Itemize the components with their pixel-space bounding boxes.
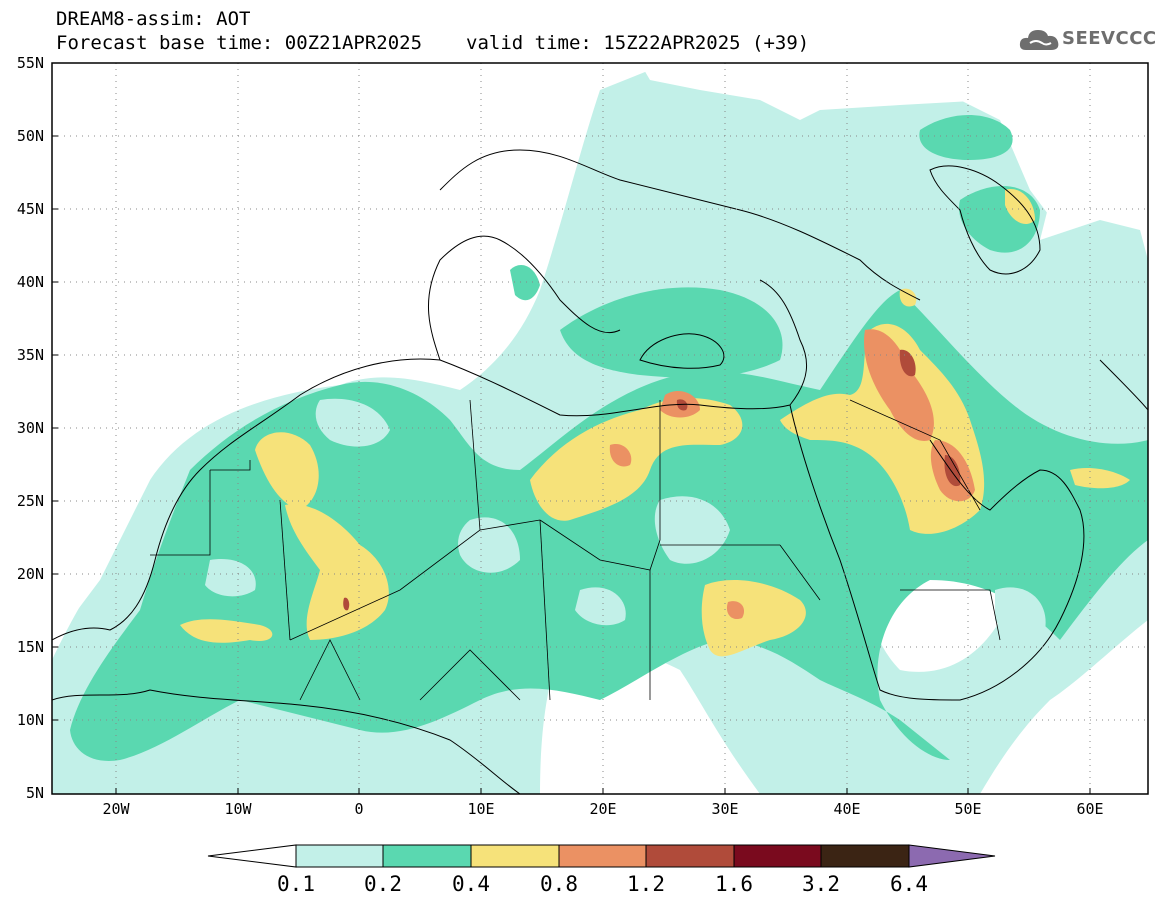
colorbar-label: 3.2 xyxy=(802,872,840,896)
lat-label: 40N xyxy=(16,273,44,291)
lon-label: 0 xyxy=(354,800,364,818)
lat-label: 35N xyxy=(16,346,44,364)
coastlines xyxy=(52,149,1148,794)
colorbar-label: 0.1 xyxy=(277,872,315,896)
lon-label: 10W xyxy=(224,800,252,818)
colorbar-bin-6 xyxy=(733,844,822,868)
lon-label: 50E xyxy=(954,800,982,818)
aot-inner-light xyxy=(205,398,1046,636)
lat-label: 20N xyxy=(16,565,44,583)
colorbar-label: 1.6 xyxy=(715,872,753,896)
colorbar-label: 0.4 xyxy=(452,872,490,896)
base-time: Forecast base time: 00Z21APR2025 xyxy=(56,32,423,54)
colorbar-bin-7 xyxy=(820,844,910,868)
logo-text: SEEVCCC xyxy=(1062,28,1157,49)
colorbar-bin-1 xyxy=(295,844,384,868)
lon-label: 60E xyxy=(1076,800,1104,818)
colorbar-bin-4 xyxy=(558,844,647,868)
map-title: DREAM8-assim: AOT xyxy=(56,8,251,30)
colorbar-bin-5 xyxy=(645,844,735,868)
time-info: Forecast base time: 00Z21APR2025 valid ti… xyxy=(56,32,809,54)
lat-label: 55N xyxy=(16,54,44,72)
lat-label: 5N xyxy=(25,784,44,802)
lat-label: 50N xyxy=(16,127,44,145)
seevccc-logo: SEEVCCC xyxy=(1018,24,1158,54)
map-area xyxy=(52,63,1148,794)
colorbar-bin-3 xyxy=(470,844,560,868)
lat-label: 25N xyxy=(16,492,44,510)
country-borders xyxy=(150,399,1001,701)
colorbar-under xyxy=(207,844,297,868)
lat-label: 10N xyxy=(16,711,44,729)
lon-label: 20E xyxy=(589,800,617,818)
lat-label: 45N xyxy=(16,200,44,218)
lat-label: 15N xyxy=(16,638,44,656)
colorbar-label: 0.8 xyxy=(540,872,578,896)
valid-time: valid time: 15Z22APR2025 (+39) xyxy=(466,32,810,54)
lon-label: 10E xyxy=(467,800,495,818)
lon-label: 20W xyxy=(102,800,130,818)
aot-level-0.4 xyxy=(180,189,1130,657)
tick-marks xyxy=(52,62,1091,794)
colorbar-bin-2 xyxy=(382,844,472,868)
lat-label: 30N xyxy=(16,419,44,437)
cloud-icon xyxy=(1019,30,1059,50)
colorbar-over xyxy=(908,844,996,868)
colorbar-label: 6.4 xyxy=(890,872,928,896)
colorbar-label: 1.2 xyxy=(627,872,665,896)
colorbar xyxy=(207,844,996,868)
lon-label: 40E xyxy=(833,800,861,818)
lon-label: 30E xyxy=(711,800,739,818)
colorbar-label: 0.2 xyxy=(364,872,402,896)
